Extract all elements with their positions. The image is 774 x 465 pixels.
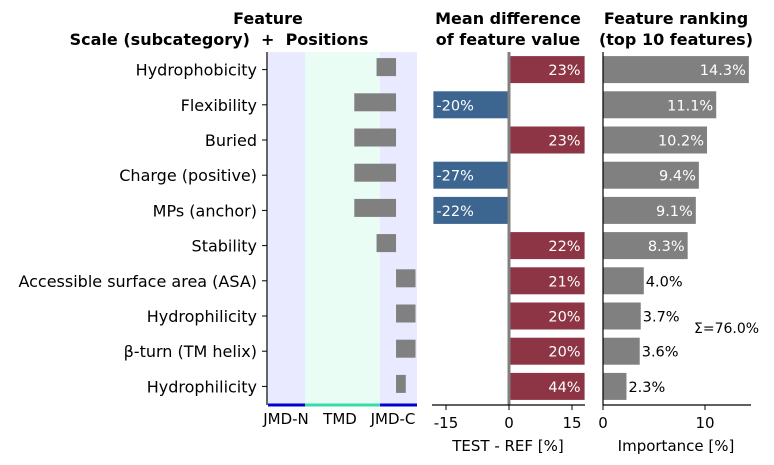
importance-bar [603, 372, 627, 400]
importance-bar [603, 337, 640, 365]
difference-bar-label: 20% [548, 310, 580, 326]
feature-labels: Hydrophobicity Flexibility Buried Charge (p… [18, 61, 267, 396]
position-bar [396, 269, 416, 288]
importance-bar-label: 9.1% [656, 204, 693, 220]
feature-label: Accessible surface area (ASA) [18, 272, 257, 291]
ranking-tick-label-10: 10 [695, 414, 714, 432]
difference-bar-label: 22% [548, 239, 580, 255]
feature-label: Charge (positive) [119, 166, 257, 185]
difference-bar [433, 91, 509, 119]
importance-bar [603, 232, 688, 260]
difference-bar [433, 196, 509, 224]
ranking-title-line1: Feature ranking [604, 9, 748, 28]
position-bars [354, 58, 416, 393]
feature-label: Hydrophobicity [136, 61, 257, 80]
difference-bar [509, 337, 585, 365]
position-bar [396, 304, 416, 323]
difference-bar [509, 267, 585, 295]
feature-label: Buried [205, 131, 257, 150]
difference-tick-label-0: 0 [504, 414, 514, 432]
importance-bar-label: 3.7% [643, 310, 680, 326]
feature-label: Hydrophilicity [147, 377, 257, 396]
feature-label: MPs (anchor) [153, 201, 257, 220]
difference-bar [509, 232, 585, 260]
position-bar [354, 93, 397, 112]
difference-tick-label-15: 15 [562, 414, 581, 432]
importance-bar [603, 196, 696, 224]
importance-bars: 14.3% 11.1% 10.2% 9.4% 9.1% 8.3% 4.0% 3.7% 3.6% 2… [603, 56, 749, 400]
importance-bar-label: 2.3% [628, 380, 665, 396]
importance-bar [603, 267, 644, 295]
importance-bar [603, 56, 749, 84]
position-bar [354, 198, 397, 217]
difference-bar [433, 161, 509, 189]
difference-title-line1: Mean difference [435, 9, 581, 28]
region-label-jmd-c: JMD-C [370, 410, 416, 428]
position-bar [354, 163, 397, 182]
feature-label: β-turn (TM helix) [124, 342, 257, 361]
ranking-sum-label: Σ=76.0% [694, 321, 759, 337]
difference-bar-label: 23% [548, 63, 580, 79]
position-bar [376, 58, 397, 77]
position-bar [376, 234, 397, 253]
difference-bar [509, 302, 585, 330]
difference-panel: Mean difference of feature value 23% -20%… [432, 9, 585, 455]
difference-bars: 23% -20% 23% -27% -22% 22% 21% 20% 20% 44% [433, 56, 585, 400]
ranking-title-line2: (top 10 features) [599, 30, 753, 49]
importance-bar [603, 91, 717, 119]
ranking-x-label: Importance [%] [618, 437, 735, 455]
positions-panel: Feature Scale (subcategory) + Positions … [18, 9, 417, 428]
importance-bar [603, 302, 641, 330]
difference-bar [509, 56, 585, 84]
difference-bar-label: -27% [436, 169, 473, 185]
importance-bar-label: 8.3% [648, 239, 685, 255]
ranking-ticks [602, 405, 706, 410]
difference-bar-label: -20% [436, 98, 473, 114]
position-bar [396, 374, 406, 393]
region-label-tmd: TMD [322, 410, 357, 428]
difference-x-label: TEST - REF [%] [451, 437, 564, 455]
importance-bar [603, 161, 699, 189]
difference-bar [509, 372, 585, 400]
ranking-tick-label-0: 0 [598, 414, 608, 432]
importance-bar-label: 11.1% [667, 98, 713, 114]
importance-bar-label: 10.2% [658, 134, 704, 150]
difference-tick-label-neg15: -15 [434, 414, 459, 432]
difference-bar-label: 44% [548, 380, 580, 396]
jmd-n-region [268, 52, 305, 405]
region-label-jmd-n: JMD-N [262, 410, 309, 428]
difference-bar-label: -22% [436, 204, 473, 220]
positions-title-line2: Scale (subcategory) + Positions [70, 30, 369, 49]
position-bar [396, 339, 416, 358]
ranking-panel: Feature ranking (top 10 features) 14.3%1… [598, 9, 759, 455]
feature-label: Stability [192, 237, 257, 256]
position-bar [354, 128, 397, 147]
difference-bar-label: 23% [548, 134, 580, 150]
difference-ticks [445, 405, 573, 410]
importance-bar-label: 9.4% [659, 169, 696, 185]
difference-bar-label: 21% [548, 274, 580, 290]
positions-title-line1: Feature [233, 9, 303, 28]
feature-label: Hydrophilicity [147, 307, 257, 326]
importance-bar [603, 126, 708, 154]
importance-bar-label: 14.3% [700, 63, 746, 79]
difference-title-line2: of feature value [436, 30, 581, 49]
importance-bar-label: 4.0% [646, 274, 683, 290]
difference-bar [509, 126, 585, 154]
difference-bar-label: 20% [548, 345, 580, 361]
feature-label: Flexibility [181, 96, 257, 115]
importance-bar-label: 3.6% [642, 345, 679, 361]
